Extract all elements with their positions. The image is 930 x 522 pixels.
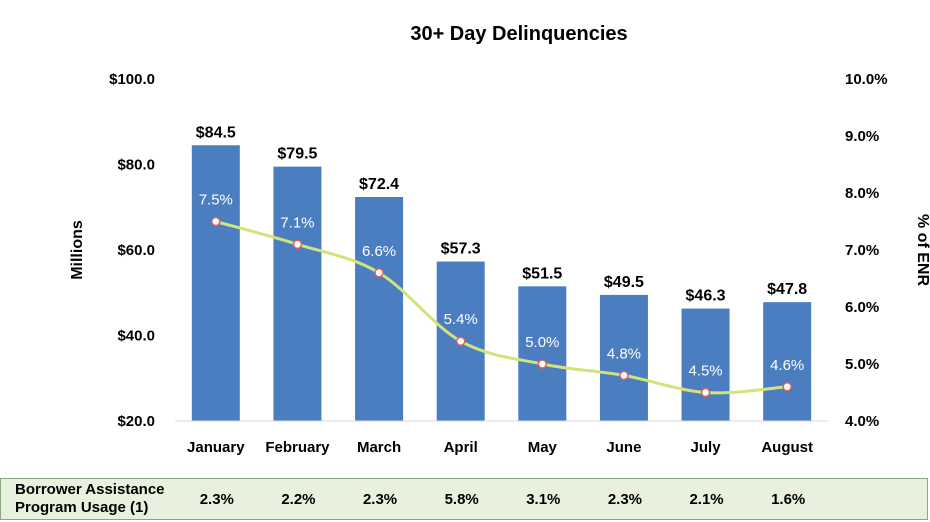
line-point <box>292 239 303 250</box>
y-tick-left: $100.0 <box>109 71 155 88</box>
footer-label-line1: Borrower Assistance <box>15 481 165 498</box>
bar-value-label: $84.5 <box>196 124 236 141</box>
x-tick-label: August <box>761 439 813 456</box>
bar <box>518 286 567 421</box>
x-tick-label: April <box>444 439 478 456</box>
chart: 30+ Day Delinquencies Millions % of ENR … <box>69 23 930 456</box>
line-value-label: 5.4% <box>444 311 478 328</box>
chart-title: 30+ Day Delinquencies <box>410 23 627 45</box>
x-tick-label: March <box>357 439 401 456</box>
footer-value: 3.1% <box>526 491 561 508</box>
line-point <box>211 216 221 227</box>
line-point <box>537 359 548 369</box>
bar-value-label: $51.5 <box>522 265 562 282</box>
line-series <box>215 220 788 395</box>
line-point <box>455 336 466 346</box>
footer-value: 2.1% <box>689 491 724 508</box>
bar <box>599 294 648 421</box>
footer-table: Borrower Assistance Program Usage (1) 2.… <box>0 478 928 520</box>
x-tick-label: February <box>265 439 330 456</box>
line-value-label: 5.0% <box>525 334 559 351</box>
y-tick-right: 4.0% <box>845 413 879 430</box>
y-tick-left: $80.0 <box>117 157 155 174</box>
bar-value-label: $47.8 <box>767 281 807 298</box>
y-tick-right: 9.0% <box>845 128 879 145</box>
line-point <box>619 370 629 381</box>
line-value-label: 4.6% <box>770 357 804 374</box>
footer-value: 2.3% <box>607 491 643 508</box>
plot-area: $100.0 $80.0 $60.0 $40.0 $20.0 10.0% 9.0% 8.0% 7… <box>109 71 887 456</box>
line-value-label: 4.5% <box>688 363 722 380</box>
footer-label-line2: Program Usage (1) <box>15 499 149 516</box>
bar <box>191 145 240 421</box>
bar <box>763 302 812 421</box>
bar-value-label: $79.5 <box>277 146 317 163</box>
line-value-label: 4.8% <box>607 345 641 362</box>
x-tick-label: January <box>187 439 245 456</box>
y-tick-left: $60.0 <box>117 242 155 259</box>
line-point <box>374 268 384 278</box>
footer-value: 2.3% <box>362 491 398 508</box>
footer-value: 1.6% <box>771 491 806 508</box>
footer-value: 5.8% <box>444 491 479 508</box>
y-tick-right: 7.0% <box>845 242 879 259</box>
y-axis-label-left: Millions <box>69 220 86 280</box>
x-tick-label: May <box>528 439 558 456</box>
footer-value: 2.2% <box>281 491 316 508</box>
x-tick-label: June <box>606 439 641 456</box>
y-tick-right: 10.0% <box>845 71 888 88</box>
bar-value-label: $72.4 <box>359 176 399 193</box>
bar-value-label: $49.5 <box>604 274 644 291</box>
line-point <box>782 382 792 392</box>
y-tick-right: 6.0% <box>845 299 879 316</box>
bar-value-label: $46.3 <box>686 288 726 305</box>
line-point <box>700 387 711 398</box>
bar <box>355 196 404 421</box>
y-tick-right: 5.0% <box>845 356 879 373</box>
footer-value: 2.3% <box>199 491 234 508</box>
y-tick-left: $20.0 <box>117 413 155 430</box>
bar-value-label: $57.3 <box>441 241 481 258</box>
line-value-label: 7.5% <box>199 192 233 209</box>
y-tick-left: $40.0 <box>117 328 155 345</box>
bar <box>681 308 730 421</box>
footer-label: Borrower Assistance Program Usage (1) <box>15 481 195 517</box>
line-value-label: 7.1% <box>280 214 314 231</box>
line-value-label: 6.6% <box>362 243 396 260</box>
bar <box>273 166 322 421</box>
x-tick-label: July <box>691 439 722 456</box>
y-axis-label-right: % of ENR <box>914 214 930 286</box>
y-tick-right: 8.0% <box>845 185 879 202</box>
